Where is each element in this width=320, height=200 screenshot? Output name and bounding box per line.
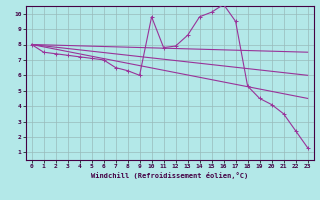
X-axis label: Windchill (Refroidissement éolien,°C): Windchill (Refroidissement éolien,°C) bbox=[91, 172, 248, 179]
